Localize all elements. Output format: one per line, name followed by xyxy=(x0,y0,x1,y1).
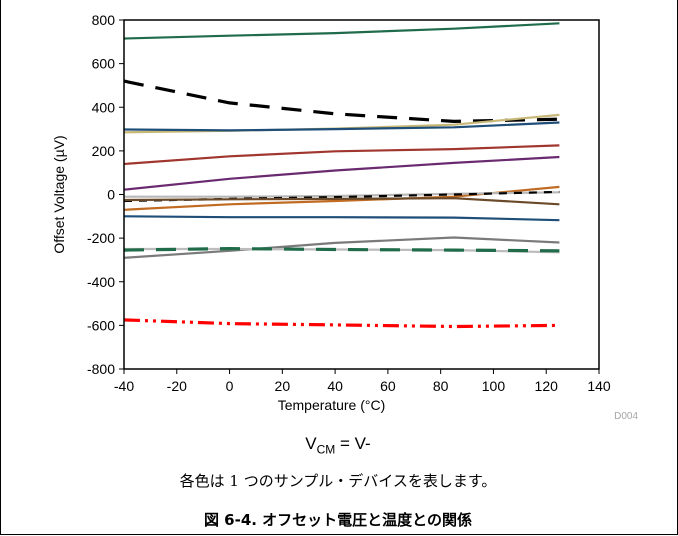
series-line-6 xyxy=(123,155,560,191)
x-tick-label: 100 xyxy=(482,378,506,394)
series-line-14 xyxy=(123,247,560,253)
x-tick-label: 0 xyxy=(226,378,234,394)
series-line-2 xyxy=(123,79,560,124)
labels-layer: -40 -20 0 20 40 60 80 100 120 140-800-600-400-200… xyxy=(51,12,638,422)
axes-layer xyxy=(119,19,600,374)
figure-code-label: D004 xyxy=(614,411,638,422)
condition-rest: = V- xyxy=(335,434,371,453)
series-line-10 xyxy=(123,197,560,206)
series-line-1 xyxy=(123,22,560,40)
y-tick-label: 0 xyxy=(107,187,115,203)
y-tick-label: 400 xyxy=(92,99,116,115)
y-tick-label: -800 xyxy=(87,361,115,377)
x-tick-label: 80 xyxy=(433,378,449,394)
series-layer xyxy=(123,22,560,329)
y-axis-title: Offset Voltage (µV) xyxy=(51,135,67,253)
y-tick-label: -200 xyxy=(87,230,115,246)
y-tick-label: 200 xyxy=(92,143,116,159)
figure-caption: 図 6-4. オフセット電圧と温度との関係 xyxy=(203,511,473,529)
condition-main: V xyxy=(305,434,317,453)
series-line-4 xyxy=(123,121,560,132)
y-tick-label: -400 xyxy=(87,274,115,290)
condition-subscript: CM xyxy=(316,442,336,457)
series-line-11 xyxy=(123,215,560,222)
x-tick-label: -40 xyxy=(114,378,134,394)
x-tick-label: 20 xyxy=(275,378,291,394)
x-tick-label: 120 xyxy=(535,378,559,394)
condition-label: VCM = V- xyxy=(0,434,676,456)
y-tick-label: -600 xyxy=(87,317,115,333)
series-line-5 xyxy=(123,144,560,166)
x-tick-label: 60 xyxy=(380,378,396,394)
offset-voltage-chart: -40 -20 0 20 40 60 80 100 120 140-800-600-400-200… xyxy=(51,12,638,422)
x-tick-label: 40 xyxy=(327,378,343,394)
series-line-9 xyxy=(123,190,560,203)
series-line-15 xyxy=(123,318,560,329)
x-tick-label: 140 xyxy=(587,378,611,394)
sample-note: 各色は 1 つのサンプル・デバイスを表します。 xyxy=(179,472,497,490)
x-tick-label: -20 xyxy=(167,378,187,394)
x-axis-title: Temperature (°C) xyxy=(278,397,386,413)
y-tick-label: 800 xyxy=(92,12,116,28)
series-line-12 xyxy=(123,236,560,259)
y-tick-label: 600 xyxy=(92,56,116,72)
